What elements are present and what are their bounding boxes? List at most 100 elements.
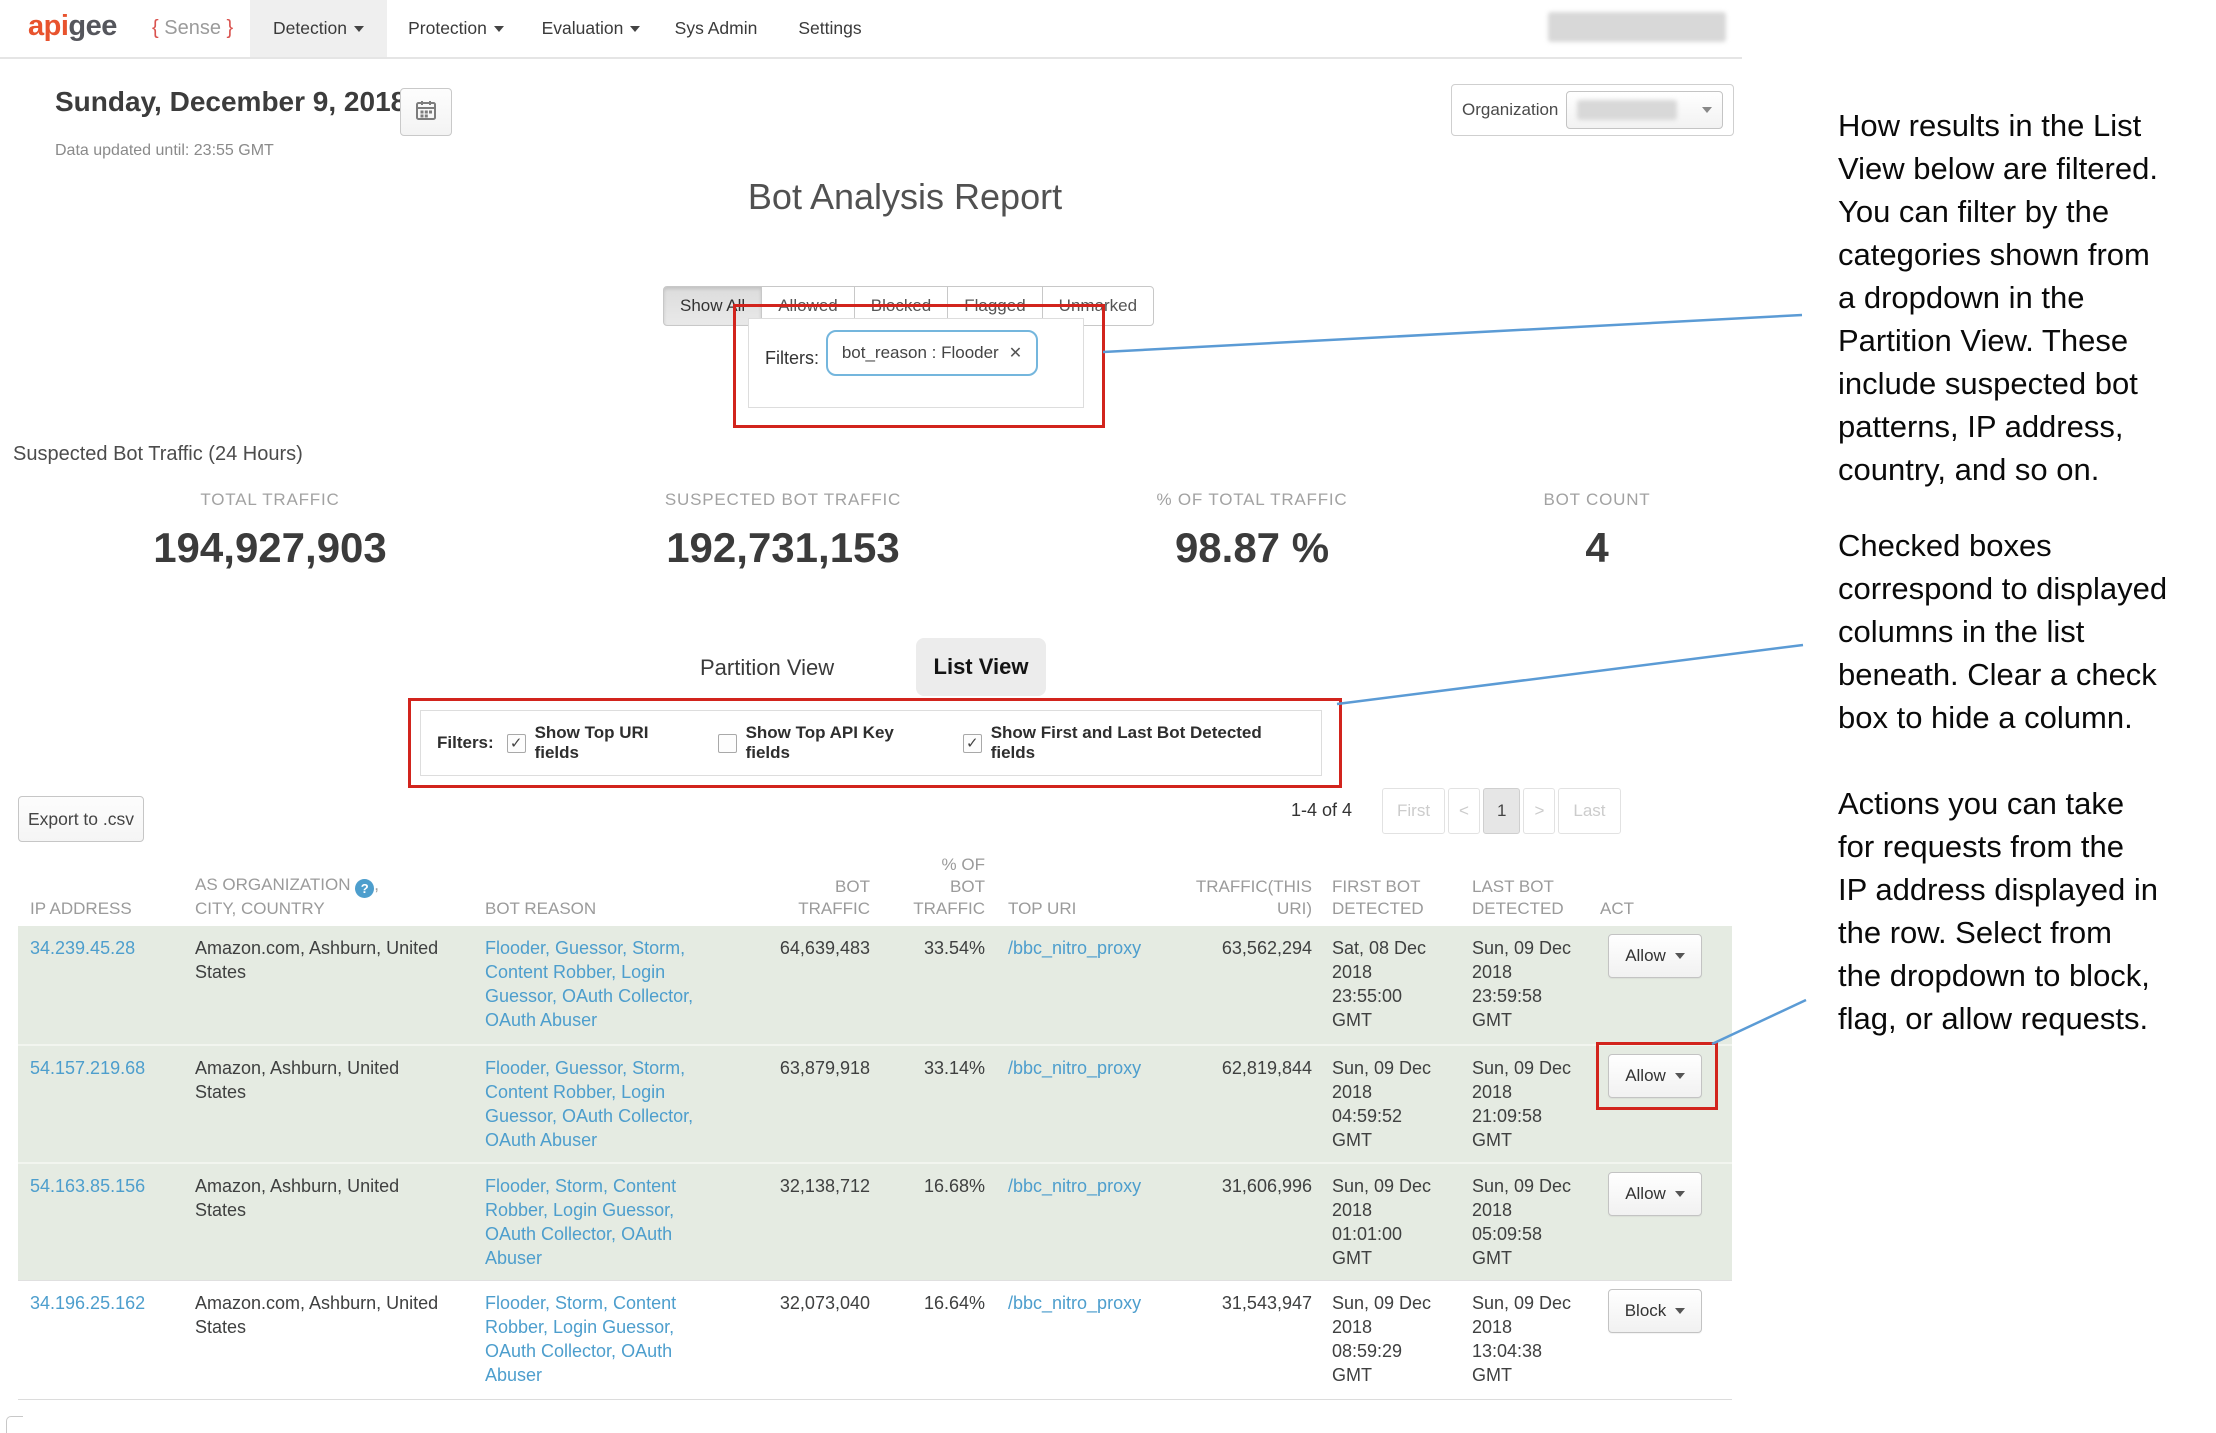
action-dropdown[interactable]: Allow <box>1608 934 1702 978</box>
last-bot-detected-cell: Sun, 09 Dec 2018 13:04:38 GMT <box>1472 1293 1572 1385</box>
top-uri-link[interactable]: /bbc_nitro_proxy <box>1008 1058 1142 1078</box>
as-organization-cell: Amazon, Ashburn, United States <box>195 1176 400 1220</box>
table-row: 54.163.85.156 Amazon, Ashburn, United St… <box>18 1162 1732 1282</box>
column-filter-panel: Filters: ✓ Show Top URI fields Show Top … <box>420 710 1322 776</box>
tab-partition-view[interactable]: Partition View <box>700 655 835 680</box>
nav-item-sys-admin[interactable]: Sys Admin <box>668 0 764 57</box>
nav-settings-label: Settings <box>798 18 862 38</box>
header-pct-bot-traffic[interactable]: % OF BOT TRAFFIC <box>913 855 985 918</box>
header-bot-reason[interactable]: BOT REASON <box>485 899 597 918</box>
checkbox-top-api-key-label[interactable]: Show Top API Key fields <box>745 723 894 762</box>
calendar-button[interactable] <box>400 88 452 136</box>
calendar-icon <box>414 98 438 127</box>
stat-label: TOTAL TRAFFIC <box>200 490 340 509</box>
stat-value: 194,927,903 <box>153 524 387 571</box>
bot-reason-links[interactable]: Flooder, Guessor, Storm, Content Robber,… <box>485 1058 694 1150</box>
last-bot-detected-cell: Sun, 09 Dec 2018 21:09:58 GMT <box>1472 1058 1572 1150</box>
header-traffic-this-uri[interactable]: TRAFFIC(THIS URI) <box>1195 877 1312 918</box>
list-filters-label: Filters: <box>437 733 494 752</box>
cropped-panel-corner <box>6 1416 23 1433</box>
action-dropdown[interactable]: Block <box>1608 1289 1702 1333</box>
bot-reason-links[interactable]: Flooder, Storm, Content Robber, Login Gu… <box>485 1293 677 1385</box>
remove-filter-icon[interactable]: ✕ <box>1008 345 1023 362</box>
apigee-logo[interactable]: apigee <box>28 10 117 43</box>
first-bot-detected-cell: Sun, 09 Dec 2018 01:01:00 GMT <box>1332 1176 1432 1268</box>
nav-item-detection[interactable]: Detection <box>250 0 387 57</box>
checkbox-first-last-detected[interactable]: ✓ <box>962 733 982 753</box>
action-dropdown[interactable]: Allow <box>1608 1054 1702 1098</box>
bot-traffic-cell: 32,138,712 <box>779 1176 870 1196</box>
ip-address-link[interactable]: 34.239.45.28 <box>30 938 136 958</box>
nav-item-evaluation[interactable]: Evaluation <box>536 0 646 57</box>
first-bot-detected-cell: Sun, 09 Dec 2018 08:59:29 GMT <box>1332 1293 1432 1385</box>
action-label: Block <box>1624 1301 1667 1320</box>
annotation-box-filters <box>733 304 1105 428</box>
header-ip-address[interactable]: IP ADDRESS <box>30 899 132 918</box>
table-row: 34.239.45.28 Amazon.com, Ashburn, United… <box>18 926 1732 1044</box>
filter-chip-bot-reason[interactable]: bot_reason : Flooder ✕ <box>826 330 1038 376</box>
redacted-org-value <box>1577 100 1678 120</box>
data-updated-text: Data updated until: 23:55 GMT <box>55 142 274 159</box>
caret-down-icon <box>1702 107 1712 113</box>
pagination-first-button[interactable]: First <box>1382 788 1446 834</box>
header-first-bot-detected[interactable]: FIRST BOT DETECTED <box>1332 877 1424 918</box>
header-last-bot-detected[interactable]: LAST BOT DETECTED <box>1472 877 1564 918</box>
as-organization-cell: Amazon, Ashburn, United States <box>195 1058 400 1102</box>
stat-bot-count: BOT COUNT 4 <box>1397 490 1797 572</box>
pagination-last-button[interactable]: Last <box>1558 788 1621 834</box>
export-csv-button[interactable]: Export to .csv <box>18 796 144 842</box>
annotation-box-action-dropdown <box>1596 1042 1718 1110</box>
pagination-prev-button[interactable]: < <box>1448 788 1480 834</box>
checkbox-top-uri[interactable]: ✓ <box>506 733 526 753</box>
ip-address-link[interactable]: 54.157.219.68 <box>30 1058 146 1078</box>
stat-label: % OF TOTAL TRAFFIC <box>1156 490 1348 509</box>
organization-widget: Organization <box>1451 84 1734 136</box>
header-bot-traffic[interactable]: BOT TRAFFIC <box>798 877 870 918</box>
callout-line-filters <box>1102 313 1803 354</box>
ip-address-link[interactable]: 54.163.85.156 <box>30 1176 146 1196</box>
bot-reason-links[interactable]: Flooder, Guessor, Storm, Content Robber,… <box>485 938 694 1030</box>
last-bot-detected-cell: Sun, 09 Dec 2018 05:09:58 GMT <box>1472 1176 1572 1268</box>
pct-bot-traffic-cell: 33.54% <box>923 938 985 958</box>
organization-label: Organization <box>1462 100 1559 119</box>
organization-select[interactable] <box>1566 91 1723 129</box>
logo-gee-text: gee <box>68 10 117 42</box>
bot-reason-links[interactable]: Flooder, Storm, Content Robber, Login Gu… <box>485 1176 677 1268</box>
checkbox-top-api-key[interactable] <box>717 733 737 753</box>
caret-down-icon <box>630 25 641 32</box>
stat-value: 192,731,153 <box>666 524 900 571</box>
checkbox-top-uri-label[interactable]: Show Top URI fields <box>534 723 649 762</box>
checkbox-first-last-detected-label[interactable]: Show First and Last Bot Detected fields <box>990 723 1262 762</box>
traffic-this-uri-cell: 62,819,844 <box>1221 1058 1312 1078</box>
caret-down-icon <box>1674 1073 1685 1079</box>
annotation-actions: Actions you can take for requests from t… <box>1838 786 2158 1036</box>
stat-label: SUSPECTED BOT TRAFFIC <box>664 490 902 509</box>
header-act[interactable]: ACT <box>1600 899 1634 918</box>
top-uri-link[interactable]: /bbc_nitro_proxy <box>1008 1176 1142 1196</box>
tab-show-all[interactable]: Show All <box>663 286 763 326</box>
action-dropdown[interactable]: Allow <box>1608 1172 1702 1216</box>
pagination-next-button[interactable]: > <box>1523 788 1556 834</box>
tab-list-view[interactable]: List View <box>916 638 1046 696</box>
header-org-line2: CITY, COUNTRY <box>195 899 325 918</box>
header-as-organization[interactable]: AS ORGANIZATION ?, CITY, COUNTRY <box>195 874 379 921</box>
ip-address-link[interactable]: 34.196.25.162 <box>30 1293 146 1313</box>
brace-open: { <box>152 17 159 39</box>
pagination-range: 1-4 of 4 <box>1290 800 1352 820</box>
top-uri-link[interactable]: /bbc_nitro_proxy <box>1008 938 1142 958</box>
stat-label: BOT COUNT <box>1543 490 1651 509</box>
nav-protection-label: Protection <box>408 18 487 38</box>
nav-item-protection[interactable]: Protection <box>400 0 512 57</box>
callout-line-checkboxes <box>1336 643 1804 706</box>
caret-down-icon <box>1675 1308 1686 1314</box>
nav-item-settings[interactable]: Settings <box>790 0 870 57</box>
bot-traffic-cell: 64,639,483 <box>779 938 870 958</box>
traffic-this-uri-cell: 31,606,996 <box>1221 1176 1312 1196</box>
pagination-page-1[interactable]: 1 <box>1482 788 1521 834</box>
top-uri-link[interactable]: /bbc_nitro_proxy <box>1008 1293 1142 1313</box>
brace-close: } <box>226 17 234 39</box>
help-icon[interactable]: ? <box>355 879 375 898</box>
header-top-uri[interactable]: TOP URI <box>1008 899 1077 918</box>
annotation-box-checkboxes <box>408 698 1342 788</box>
